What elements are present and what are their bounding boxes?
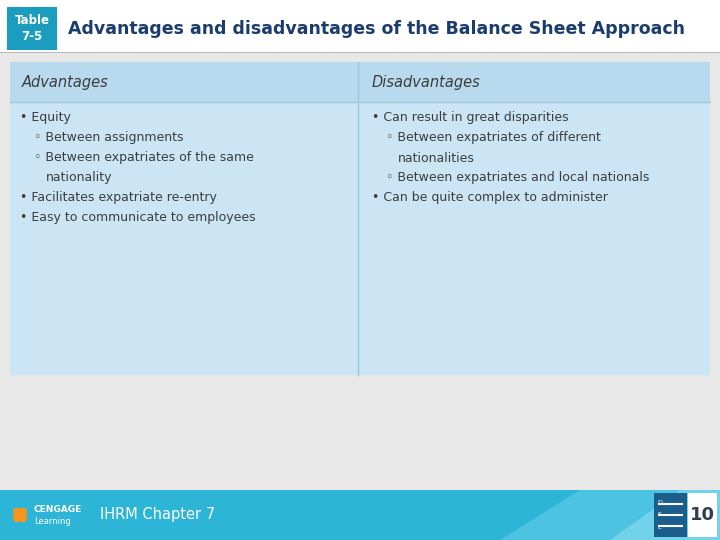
Circle shape <box>14 515 20 522</box>
FancyBboxPatch shape <box>654 493 687 537</box>
Text: CENGAGE: CENGAGE <box>34 505 82 515</box>
Text: E: E <box>657 525 661 530</box>
Text: ◦ Between assignments: ◦ Between assignments <box>34 132 184 145</box>
Text: • Can be quite complex to administer: • Can be quite complex to administer <box>372 192 608 205</box>
FancyBboxPatch shape <box>688 493 717 537</box>
Text: Advantages: Advantages <box>22 75 109 90</box>
Text: • Can result in great disparities: • Can result in great disparities <box>372 111 569 125</box>
Polygon shape <box>610 490 720 540</box>
Text: D: D <box>657 500 662 505</box>
Text: • Facilitates expatriate re-entry: • Facilitates expatriate re-entry <box>20 192 217 205</box>
FancyBboxPatch shape <box>10 62 710 102</box>
FancyBboxPatch shape <box>7 7 57 50</box>
Text: Table
7-5: Table 7-5 <box>14 14 50 43</box>
Polygon shape <box>500 490 720 540</box>
Text: • Easy to communicate to employees: • Easy to communicate to employees <box>20 212 256 225</box>
Circle shape <box>14 509 20 516</box>
FancyBboxPatch shape <box>10 62 710 375</box>
Text: nationalities: nationalities <box>398 152 475 165</box>
Circle shape <box>19 515 27 522</box>
Text: Advantages and disadvantages of the Balance Sheet Approach: Advantages and disadvantages of the Bala… <box>68 19 685 37</box>
Text: 10: 10 <box>690 506 714 524</box>
Text: Disadvantages: Disadvantages <box>372 75 481 90</box>
Text: IHRM Chapter 7: IHRM Chapter 7 <box>100 508 215 523</box>
Text: ◦ Between expatriates of the same: ◦ Between expatriates of the same <box>34 152 254 165</box>
Text: ◦ Between expatriates and local nationals: ◦ Between expatriates and local national… <box>386 172 649 185</box>
Text: F: F <box>657 512 661 517</box>
Circle shape <box>19 509 27 516</box>
Text: Learning: Learning <box>34 516 71 525</box>
FancyBboxPatch shape <box>0 490 720 540</box>
Text: • Equity: • Equity <box>20 111 71 125</box>
FancyBboxPatch shape <box>0 0 720 52</box>
Text: ◦ Between expatriates of different: ◦ Between expatriates of different <box>386 132 601 145</box>
Text: nationality: nationality <box>46 172 112 185</box>
